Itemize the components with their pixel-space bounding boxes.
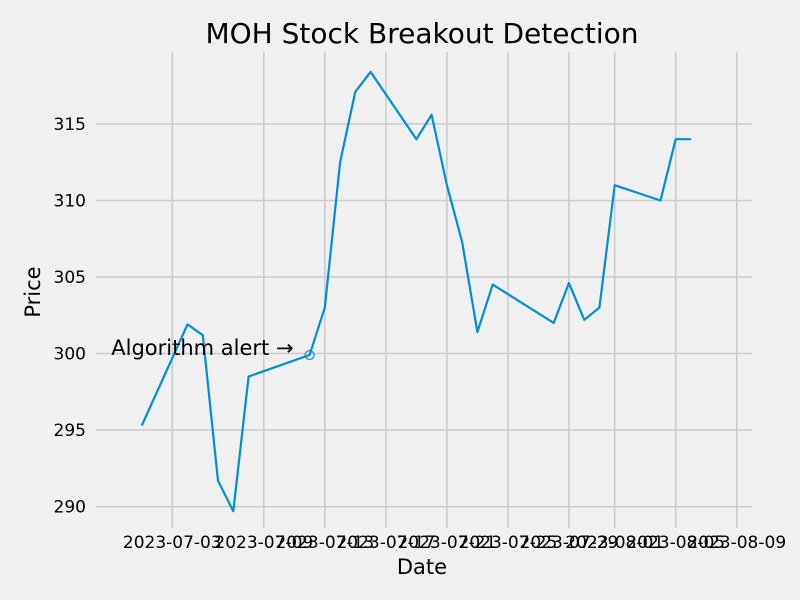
y-tick-label: 315 bbox=[54, 115, 86, 135]
x-tick-label: 2023-07-03 bbox=[123, 533, 222, 553]
marker-layer bbox=[304, 349, 315, 361]
y-tick-label: 290 bbox=[54, 498, 86, 518]
grid bbox=[96, 52, 752, 528]
price-line bbox=[140, 70, 691, 513]
x-tick-label: 2023-07-17 bbox=[336, 533, 435, 553]
x-tick-label: 2023-07-29 bbox=[520, 533, 619, 553]
x-tick-label: 2023-08-05 bbox=[626, 533, 725, 553]
alert-marker bbox=[304, 349, 315, 361]
annotation-label: Algorithm alert → bbox=[111, 336, 293, 360]
y-tick-label: 305 bbox=[54, 268, 86, 288]
x-tick-label: 2023-07-09 bbox=[214, 533, 313, 553]
x-tick-label: 2023-07-25 bbox=[459, 533, 558, 553]
y-tick-label: 300 bbox=[54, 345, 86, 365]
x-axis-label: Date bbox=[397, 555, 447, 579]
x-tick-label: 2023-07-21 bbox=[397, 533, 496, 553]
y-axis-label: Price bbox=[21, 266, 45, 317]
x-tick-labels: 2023-07-032023-07-092023-07-132023-07-17… bbox=[123, 533, 786, 553]
y-tick-label: 295 bbox=[54, 421, 86, 441]
x-tick-label: 2023-08-01 bbox=[565, 533, 664, 553]
y-tick-label: 310 bbox=[54, 191, 86, 211]
series-layer bbox=[140, 70, 691, 513]
x-tick-label: 2023-08-09 bbox=[687, 533, 786, 553]
chart-title: MOH Stock Breakout Detection bbox=[205, 17, 638, 50]
x-tick-label: 2023-07-13 bbox=[275, 533, 374, 553]
y-tick-labels: 290 295 300 305 310 315 bbox=[54, 115, 86, 518]
